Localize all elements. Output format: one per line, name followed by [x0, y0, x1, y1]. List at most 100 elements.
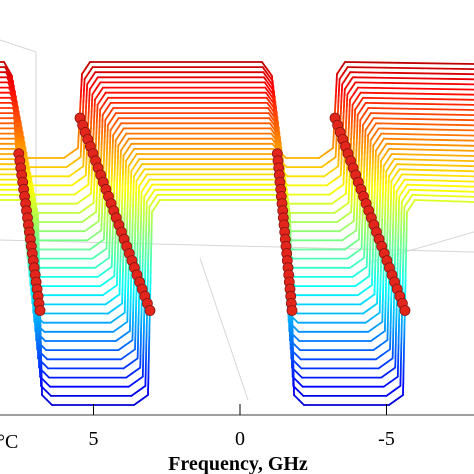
trace-segment — [350, 81, 357, 90]
trace-segment — [121, 132, 128, 141]
trace-segment — [349, 71, 474, 76]
trace-segment — [63, 152, 72, 159]
trace-segment — [323, 170, 333, 178]
trace-segment — [403, 178, 474, 183]
trace-segment — [353, 86, 359, 95]
trace-segment — [367, 325, 377, 333]
trace-segment — [126, 142, 133, 151]
trace-segment — [124, 137, 130, 146]
trace-segment — [401, 173, 474, 178]
trace-segment — [402, 183, 409, 192]
trace-segment — [106, 275, 116, 283]
trace-segment — [355, 91, 362, 100]
trace-segment — [125, 371, 135, 379]
x-tick-label: 5 — [89, 428, 99, 450]
trace-segment — [277, 141, 283, 149]
trace-segment — [331, 197, 340, 205]
trace-segment — [104, 113, 111, 121]
trace-segment — [356, 108, 363, 116]
trace-segment — [404, 188, 411, 197]
trace-segment — [338, 225, 348, 233]
trace-segment — [336, 216, 346, 223]
trace-segment — [98, 86, 104, 95]
trace-segment — [359, 298, 369, 306]
trace-segment — [101, 108, 108, 116]
trace-segment — [265, 96, 271, 104]
trace-segment — [386, 153, 393, 161]
trace-segment — [354, 81, 474, 86]
trace-segment — [393, 179, 399, 188]
trace-segment — [83, 192, 92, 200]
trace-segment — [120, 143, 126, 152]
trace-segment — [347, 76, 354, 85]
trace-segment — [145, 194, 152, 203]
trace-segment — [333, 206, 343, 214]
trace-segment — [406, 205, 412, 213]
trace-segment — [390, 153, 474, 157]
trace-segment — [410, 199, 416, 207]
trace-segment — [271, 96, 277, 103]
trace-segment — [354, 280, 364, 288]
trace-segment — [294, 344, 301, 352]
trace-segment — [10, 102, 16, 109]
trace-segment — [274, 121, 280, 128]
trace-segment — [70, 179, 80, 187]
trace-segment — [384, 147, 391, 156]
trace-segment — [271, 116, 277, 124]
trace-segment — [12, 112, 18, 119]
trace-segment — [94, 261, 103, 269]
trace-segment — [5, 71, 10, 78]
trace-segment — [388, 399, 397, 406]
trace-segment — [81, 67, 87, 75]
trace-segment — [43, 371, 50, 379]
trace-segment — [385, 142, 474, 147]
trace-segment — [13, 117, 19, 124]
trace-segment — [348, 229, 358, 237]
trace-segment — [365, 112, 372, 120]
trace-segment — [127, 348, 136, 356]
trace-segment — [73, 188, 83, 196]
trace-segment — [398, 168, 474, 173]
trace-segment — [120, 353, 129, 361]
trace-segment — [338, 72, 345, 80]
trace-layer — [0, 61, 474, 406]
trace-segment — [152, 193, 159, 202]
trace-segment — [385, 389, 395, 397]
trace-segment — [265, 70, 271, 78]
trace-segment — [341, 77, 348, 86]
trace-segment — [92, 76, 99, 85]
trace-segment — [13, 96, 18, 103]
trace-segment — [346, 66, 474, 70]
trace-segment — [135, 174, 142, 183]
trace-segment — [351, 270, 361, 278]
trace-segment — [129, 147, 136, 156]
trace-segment — [336, 67, 342, 75]
trace-segment — [91, 252, 101, 260]
trace-segment — [267, 107, 273, 114]
trace-segment — [372, 117, 474, 122]
trace-segment — [292, 325, 300, 333]
trace-segment — [99, 280, 109, 288]
trace-segment — [125, 153, 132, 162]
trace-segment — [6, 76, 11, 83]
trace-segment — [297, 389, 305, 397]
trace-segment — [144, 178, 151, 187]
trace-segment — [275, 131, 281, 139]
trace-segment — [103, 96, 109, 105]
trace-segment — [330, 165, 340, 173]
trace-segment — [414, 199, 474, 203]
trace-segment — [269, 106, 275, 114]
x-axis-title: Frequency, GHz — [168, 453, 308, 474]
trace-segment — [94, 92, 100, 101]
trace-segment — [375, 122, 474, 127]
trace-segment — [407, 193, 414, 202]
trace-segment — [273, 116, 279, 123]
trace-segment — [138, 179, 144, 188]
trace-segment — [131, 153, 138, 161]
z-axis-title-fragment: °C — [0, 431, 18, 453]
trace-segment — [354, 102, 361, 111]
trace-segment — [109, 123, 116, 132]
trace-segment — [369, 133, 376, 142]
trace-segment — [266, 102, 272, 109]
